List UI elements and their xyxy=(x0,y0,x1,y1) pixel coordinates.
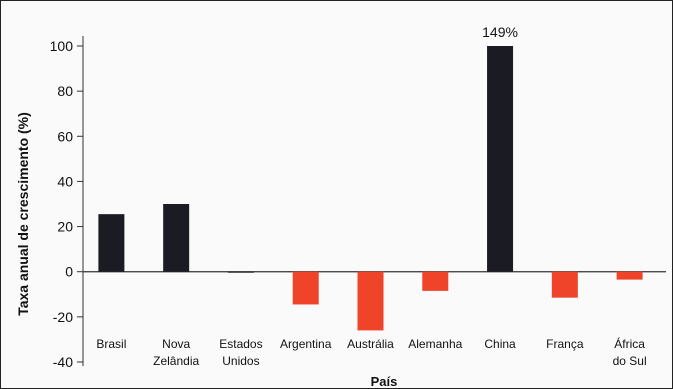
x-tick-label: do Sul xyxy=(613,354,647,368)
x-tick-label: Nova xyxy=(162,337,190,351)
x-axis-title: País xyxy=(371,374,398,388)
x-tick-label: China xyxy=(484,337,516,351)
x-tick-label: Austrália xyxy=(347,337,394,351)
bar-4 xyxy=(357,271,384,331)
y-tick-label: -20 xyxy=(53,309,73,325)
y-tick-label: 60 xyxy=(57,128,73,144)
y-axis-title: Taxa anual de crescimento (%) xyxy=(15,112,31,316)
x-tick-label: Unidos xyxy=(222,354,259,368)
bar-value-annotation: 149% xyxy=(482,24,518,40)
y-tick-label: 80 xyxy=(57,83,73,99)
bar-8 xyxy=(616,271,643,280)
y-tick-label: 20 xyxy=(57,219,73,235)
y-tick-label: -40 xyxy=(53,354,73,370)
bar-7 xyxy=(551,271,578,298)
bar-6 xyxy=(487,46,514,272)
bar-1 xyxy=(163,204,190,272)
x-tick-label: Argentina xyxy=(280,337,332,351)
bar-5 xyxy=(422,271,449,291)
x-tick-label: Estados xyxy=(219,337,262,351)
bar-2 xyxy=(227,271,254,273)
bar-0 xyxy=(98,214,125,272)
x-tick-label: Brasil xyxy=(96,337,126,351)
x-tick-label: Alemanha xyxy=(408,337,462,351)
x-tick-label: Zelândia xyxy=(153,354,199,368)
y-tick-label: 0 xyxy=(65,264,73,280)
y-tick-label: 40 xyxy=(57,173,73,189)
x-tick-label: África xyxy=(614,336,645,351)
x-tick-label: França xyxy=(546,337,584,351)
bar-3 xyxy=(292,271,319,305)
y-tick-label: 100 xyxy=(50,38,74,54)
